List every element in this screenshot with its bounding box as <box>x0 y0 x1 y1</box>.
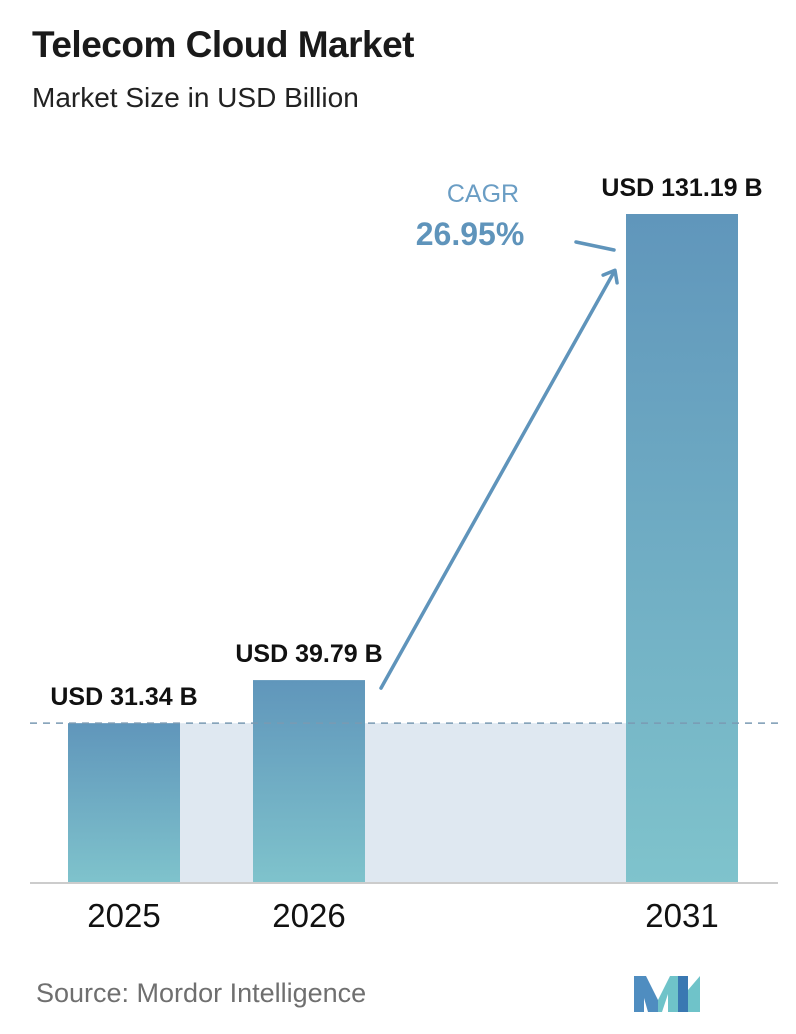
cagr-arrow <box>379 268 619 690</box>
chart-title: Telecom Cloud Market <box>32 24 415 65</box>
category-label-2031: 2031 <box>645 897 718 934</box>
category-label-2025: 2025 <box>87 897 160 934</box>
cagr-arrow-head-tick <box>574 240 616 252</box>
bar-2025 <box>68 723 180 883</box>
cagr-value: 26.95% <box>416 216 525 252</box>
cagr-label: CAGR <box>447 180 519 208</box>
bar-2031 <box>626 214 738 883</box>
bar-2026 <box>253 680 365 883</box>
cagr-annotation: CAGR 26.95% <box>379 180 619 690</box>
category-label-2026: 2026 <box>272 897 345 934</box>
mordor-intelligence-logo-icon <box>634 976 700 1012</box>
source-note: Source: Mordor Intelligence <box>36 978 367 1008</box>
value-label-2031: USD 131.19 B <box>601 174 762 202</box>
value-label-2025: USD 31.34 B <box>50 683 197 711</box>
value-label-2026: USD 39.79 B <box>235 640 382 668</box>
chart-subtitle: Market Size in USD Billion <box>32 82 359 113</box>
